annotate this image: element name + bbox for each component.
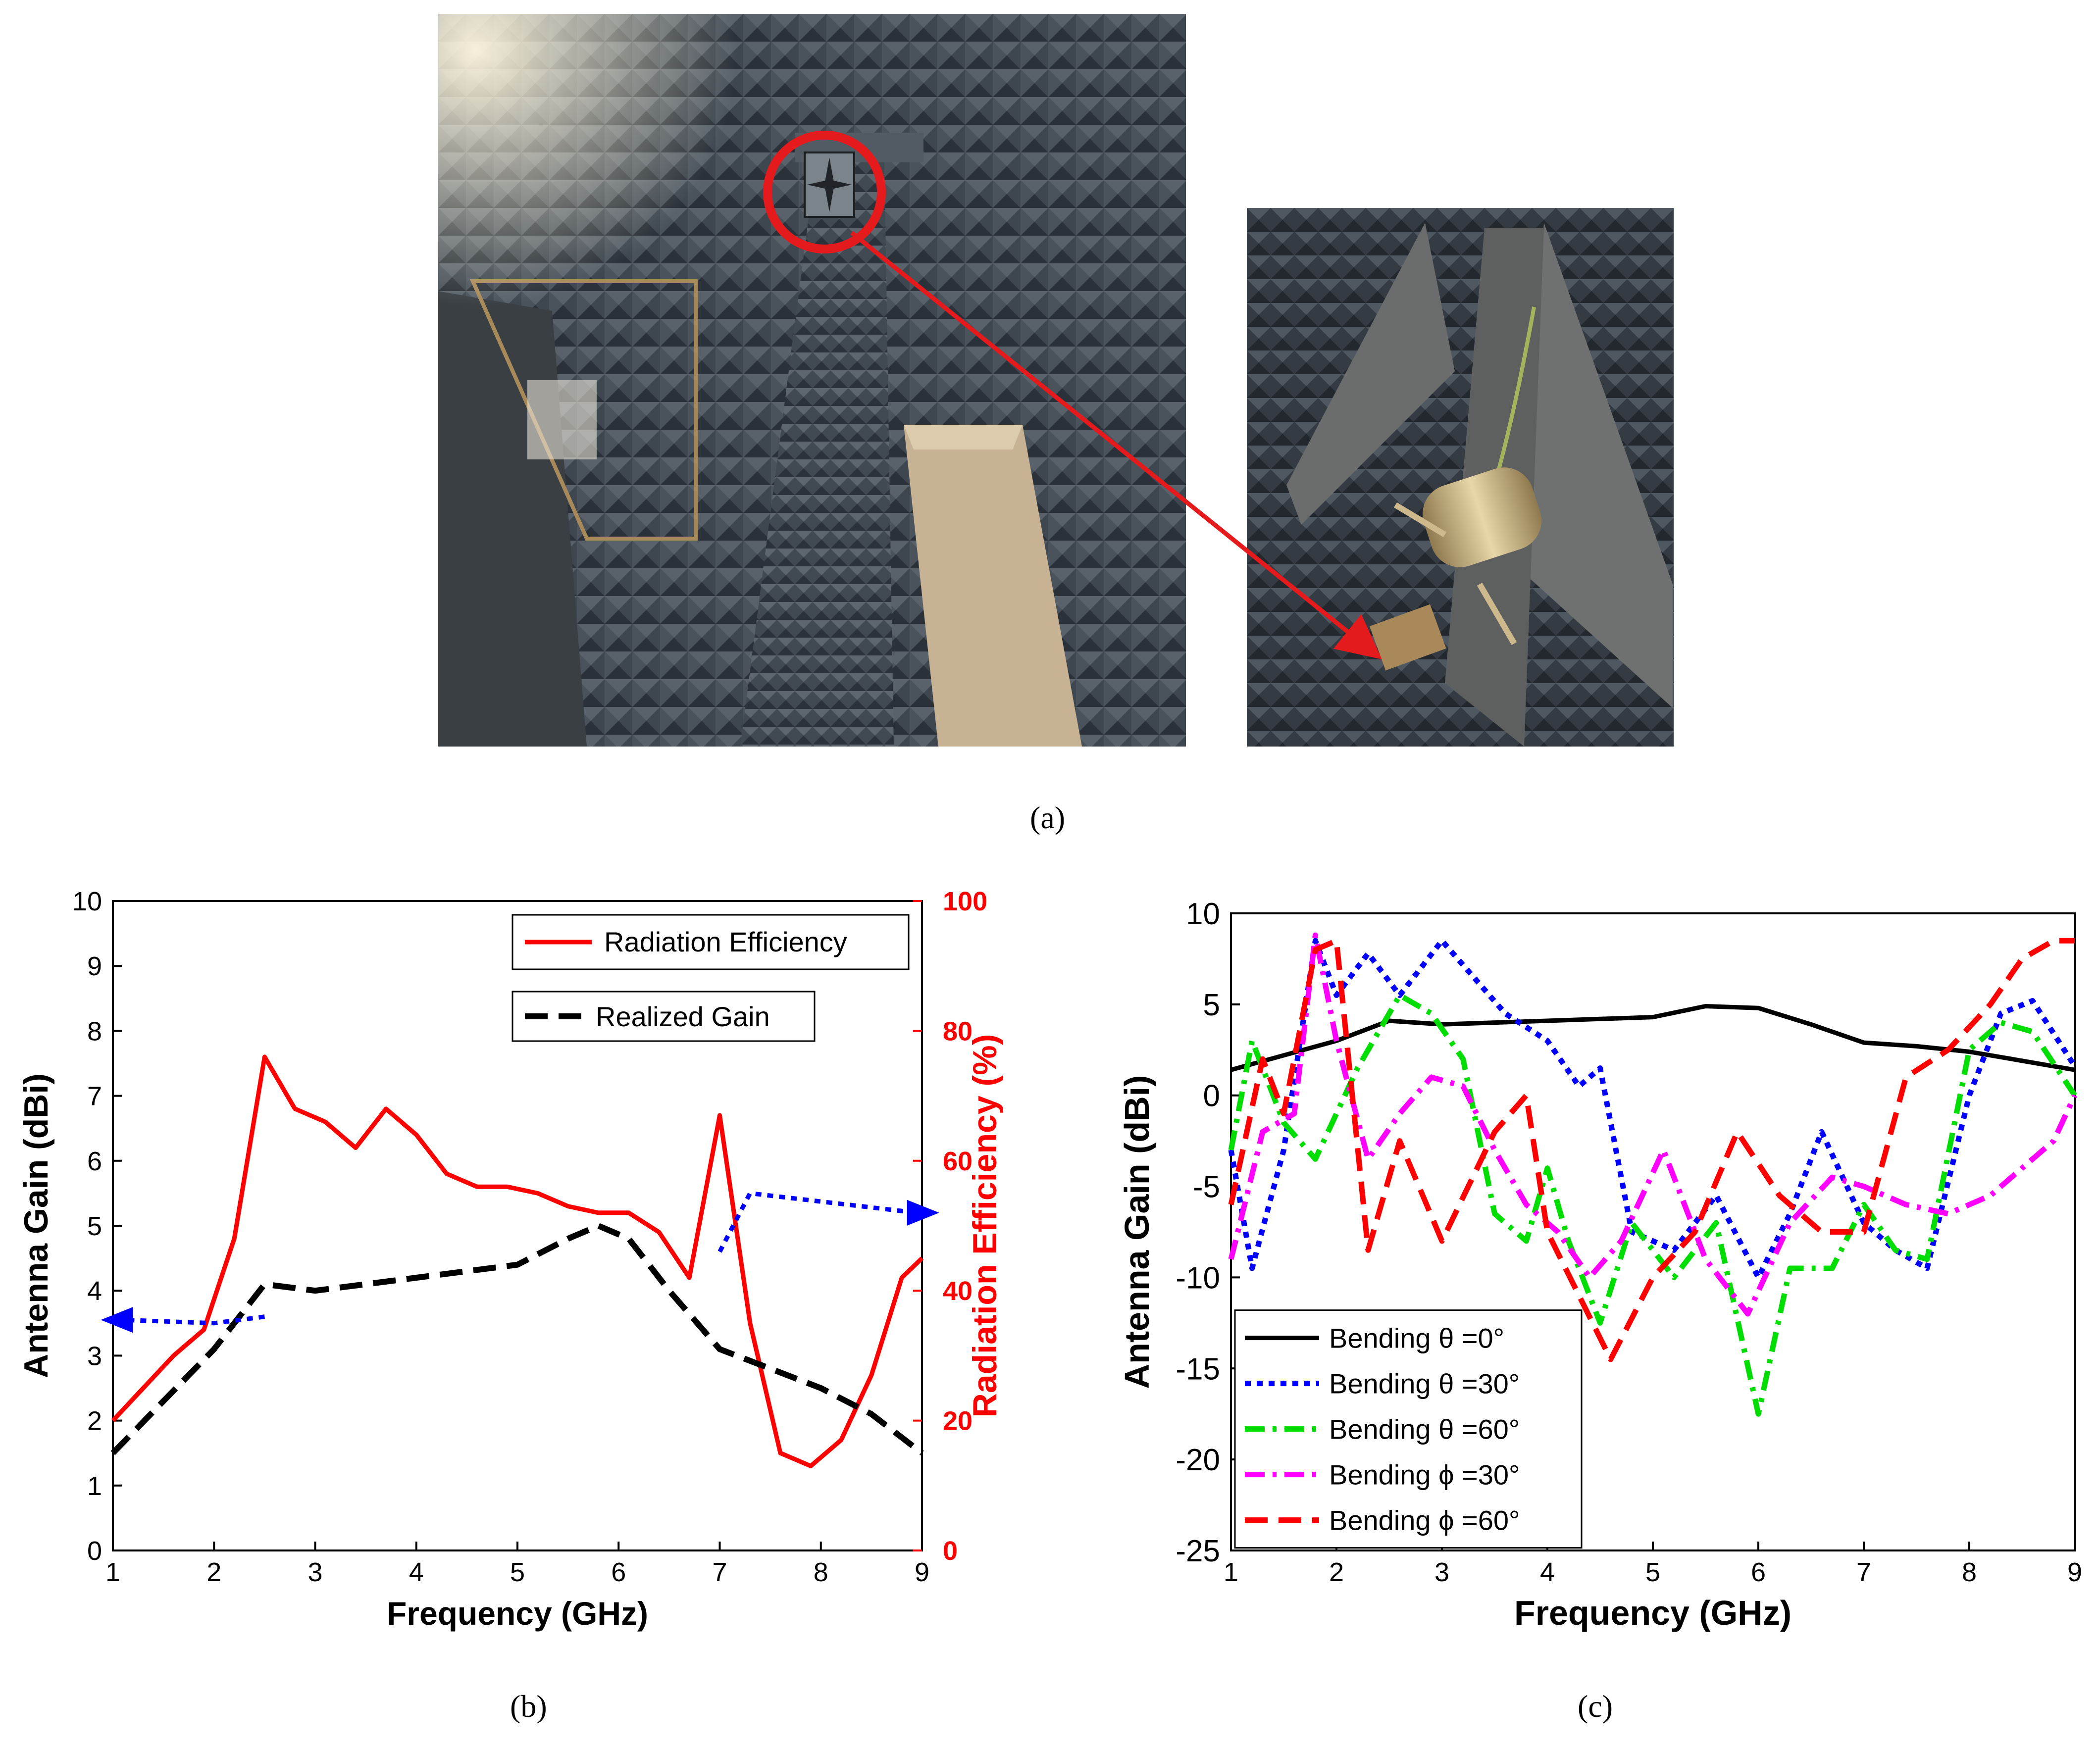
b-axis-arrow-line	[717, 1191, 918, 1253]
c-x-tick-label: 9	[2067, 1557, 2082, 1587]
c-y-tick-label: 0	[1203, 1079, 1220, 1113]
b-y-tick-label: 0	[87, 1536, 102, 1566]
antenna-closeup-graphic	[1247, 208, 1674, 747]
b-y-tick-label: 6	[87, 1147, 102, 1176]
c-y-tick-label: -25	[1176, 1534, 1220, 1568]
c-y-tick-label: -15	[1176, 1352, 1220, 1386]
c-y-tick-label: -5	[1193, 1170, 1220, 1204]
c-legend-label: Bending ϕ =60°	[1329, 1505, 1520, 1536]
b-y-right-tick-label: 100	[943, 887, 987, 916]
antenna-closeup-photo	[1247, 208, 1674, 747]
c-y-axis-label: Antenna Gain (dBi)	[1118, 1075, 1156, 1389]
caption-c: (c)	[1578, 1689, 1613, 1724]
b-x-tick-label: 5	[510, 1557, 525, 1587]
c-series-line	[1230, 1004, 2075, 1072]
c-series-line	[1228, 938, 2075, 1362]
c-x-tick-label: 4	[1540, 1557, 1555, 1587]
b-y-tick-label: 1	[87, 1471, 102, 1501]
b-x-tick-label: 2	[206, 1557, 221, 1587]
c-legend-label: Bending θ =0°	[1329, 1323, 1504, 1354]
caption-a: (a)	[1030, 800, 1066, 835]
b-legend-label: Radiation Efficiency	[604, 926, 847, 957]
c-x-axis-label: Frequency (GHz)	[1514, 1594, 1792, 1632]
chart-b: 1 2 3 4 5 6 7 8 9012345678910020406080100Frequen…	[17, 887, 1004, 1632]
b-legend-label: Realized Gain	[596, 1001, 770, 1032]
b-y-axis-label: Antenna Gain (dBi)	[17, 1073, 55, 1378]
b-x-tick-label: 6	[611, 1557, 626, 1587]
b-series-line	[110, 1223, 924, 1455]
b-y-tick-label: 9	[87, 951, 102, 981]
b-axis-arrow-line	[123, 1314, 265, 1326]
chart-c: 1 2 3 4 5 6 7 8 9 -25 -20 -15 -10 -5 0 5 10 Frequency (GH…	[1118, 897, 2082, 1632]
b-x-tick-label: 4	[409, 1557, 424, 1587]
c-y-tick-label: -20	[1176, 1443, 1220, 1477]
chamber-photo-graphic	[438, 14, 1186, 747]
c-series-line	[1228, 993, 2077, 1417]
chamber-photo	[438, 14, 1186, 747]
c-legend-label: Bending ϕ =30°	[1329, 1459, 1520, 1491]
b-y-tick-label: 8	[87, 1016, 102, 1046]
b-y-tick-label: 10	[72, 887, 102, 916]
b-y-tick-label: 4	[87, 1276, 102, 1306]
c-legend-label: Bending θ =30°	[1329, 1368, 1520, 1399]
c-x-tick-label: 2	[1329, 1557, 1344, 1587]
b-y-right-tick-label: 40	[943, 1276, 973, 1306]
b-axis-arrow-head	[907, 1199, 939, 1226]
b-x-tick-label: 9	[915, 1557, 929, 1587]
b-y-tick-label: 2	[87, 1406, 102, 1436]
b-y-right-tick-label: 20	[943, 1406, 973, 1436]
caption-b: (b)	[510, 1689, 547, 1724]
b-series-line	[111, 1054, 924, 1468]
b-legend-box	[512, 991, 816, 1042]
b-y-right-tick-label: 80	[943, 1016, 973, 1046]
b-y-tick-label: 3	[87, 1341, 102, 1371]
b-x-tick-label: 7	[712, 1557, 727, 1587]
b-axis-arrow-head	[101, 1307, 133, 1333]
b-y-right-tick-label: 0	[943, 1536, 958, 1566]
c-legend-label: Bending θ =60°	[1329, 1414, 1520, 1445]
c-series-line	[1228, 932, 2077, 1317]
b-y-right-tick-label: 60	[943, 1147, 973, 1176]
b-x-axis-label: Frequency (GHz)	[387, 1595, 648, 1632]
c-x-tick-label: 3	[1434, 1557, 1449, 1587]
c-series-line	[1228, 938, 2077, 1280]
b-y-tick-label: 5	[87, 1211, 102, 1241]
b-x-tick-label: 8	[814, 1557, 828, 1587]
c-x-tick-label: 8	[1962, 1557, 1977, 1587]
c-y-tick-label: -10	[1176, 1261, 1220, 1295]
b-y-tick-label: 7	[87, 1082, 102, 1111]
b-x-tick-label: 1	[105, 1557, 120, 1587]
c-x-tick-label: 1	[1224, 1557, 1238, 1587]
b-y-right-axis-label: Radiation Efficiency (%)	[966, 1034, 1004, 1418]
c-y-tick-label: 5	[1203, 988, 1220, 1022]
c-x-tick-label: 6	[1751, 1557, 1766, 1587]
c-y-tick-label: 10	[1186, 897, 1220, 931]
c-x-tick-label: 7	[1856, 1557, 1871, 1587]
c-x-tick-label: 5	[1645, 1557, 1660, 1587]
b-x-tick-label: 3	[307, 1557, 322, 1587]
